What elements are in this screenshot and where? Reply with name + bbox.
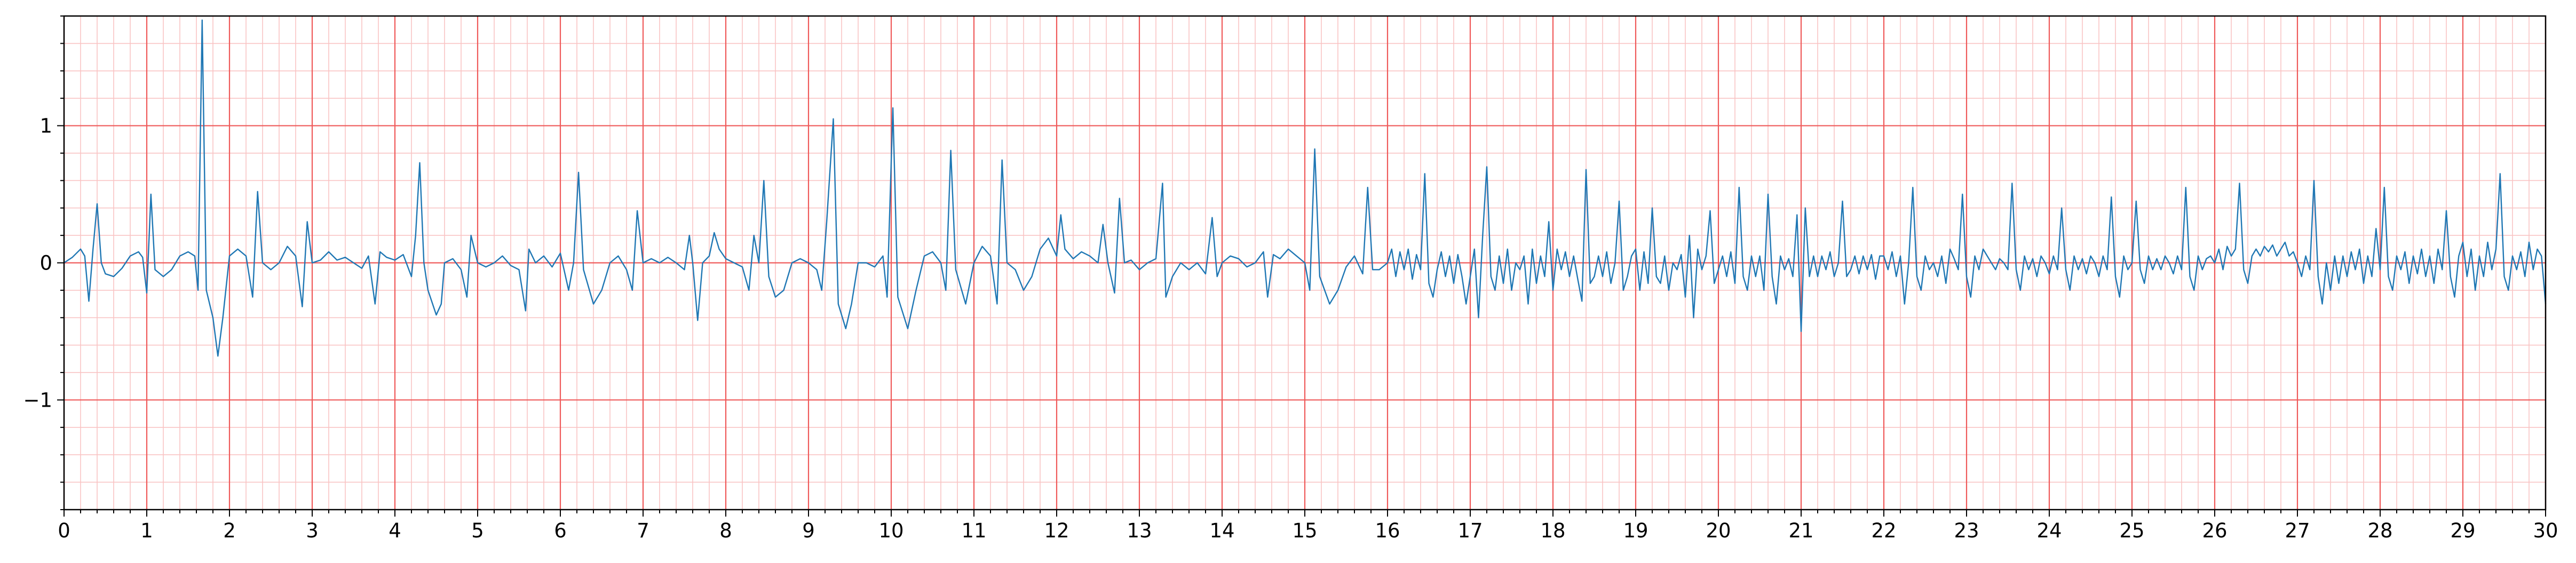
x-tick-label: 13 [1127, 519, 1152, 542]
x-tick-label: 29 [2450, 519, 2475, 542]
x-tick-label: 5 [471, 519, 484, 542]
x-tick-label: 27 [2285, 519, 2310, 542]
x-tick-label: 20 [1706, 519, 1731, 542]
x-tick-label: 1 [140, 519, 153, 542]
x-tick-label: 14 [1209, 519, 1234, 542]
x-tick-label: 0 [58, 519, 70, 542]
x-tick-label: 11 [961, 519, 986, 542]
x-tick-label: 16 [1375, 519, 1400, 542]
x-tick-label: 3 [306, 519, 319, 542]
ecg-trace-line [64, 19, 2547, 357]
x-axis-ticks: 0 1 2 3 4 5 6 7 8 9 10 11 12 13 14 15 16 17 18 19 20 21 22 23 24… [58, 510, 2558, 542]
x-tick-label: 18 [1540, 519, 1565, 542]
x-tick-label: 2 [223, 519, 236, 542]
y-tick-label: −1 [23, 388, 52, 411]
x-tick-label: 23 [1954, 519, 1979, 542]
x-tick-label: 19 [1623, 519, 1648, 542]
x-tick-label: 30 [2533, 519, 2558, 542]
x-tick-label: 25 [2119, 519, 2144, 542]
x-tick-label: 8 [719, 519, 732, 542]
y-tick-label: 0 [39, 252, 52, 275]
x-tick-label: 21 [1788, 519, 1813, 542]
x-tick-label: 22 [1871, 519, 1896, 542]
x-tick-label: 15 [1292, 519, 1317, 542]
x-tick-label: 7 [637, 519, 649, 542]
x-tick-label: 6 [554, 519, 567, 542]
x-tick-label: 4 [389, 519, 401, 542]
y-axis-ticks: −1 0 1 [23, 15, 64, 510]
y-tick-label: 1 [39, 115, 52, 138]
x-tick-label: 10 [878, 519, 903, 542]
x-tick-label: 28 [2367, 519, 2392, 542]
x-tick-label: 9 [802, 519, 815, 542]
series-layer [64, 19, 2547, 357]
x-tick-label: 12 [1044, 519, 1069, 542]
x-tick-label: 26 [2202, 519, 2227, 542]
x-tick-label: 17 [1457, 519, 1483, 542]
x-tick-label: 24 [2036, 519, 2062, 542]
